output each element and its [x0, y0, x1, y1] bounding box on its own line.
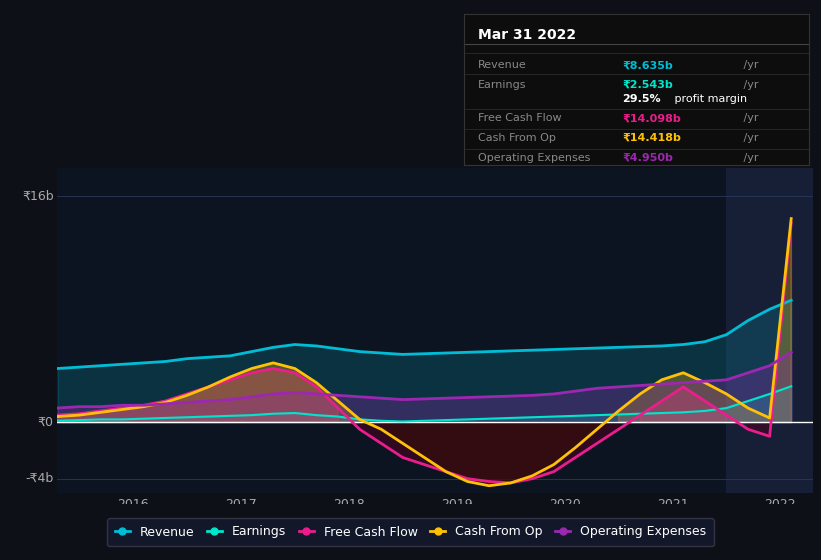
Text: /yr: /yr	[740, 113, 759, 123]
Text: Earnings: Earnings	[478, 80, 526, 90]
Text: ₹4.950b: ₹4.950b	[622, 153, 673, 162]
Text: Cash From Op: Cash From Op	[478, 133, 556, 143]
Bar	[727, 168, 813, 493]
Text: ₹14.418b: ₹14.418b	[622, 133, 681, 143]
Text: ₹8.635b: ₹8.635b	[622, 60, 673, 71]
Text: /yr: /yr	[740, 60, 759, 71]
Text: -₹4b: -₹4b	[25, 472, 53, 485]
Text: ₹14.098b: ₹14.098b	[622, 113, 681, 123]
Text: /yr: /yr	[740, 133, 759, 143]
Text: /yr: /yr	[740, 153, 759, 162]
Text: ₹2.543b: ₹2.543b	[622, 80, 673, 90]
Text: 29.5%: 29.5%	[622, 94, 661, 104]
Text: Mar 31 2022: Mar 31 2022	[478, 27, 576, 41]
Text: ₹0: ₹0	[38, 416, 53, 429]
Text: profit margin: profit margin	[671, 94, 747, 104]
Text: Revenue: Revenue	[478, 60, 526, 71]
Text: /yr: /yr	[740, 80, 759, 90]
Text: ₹16b: ₹16b	[22, 190, 53, 203]
Text: Free Cash Flow: Free Cash Flow	[478, 113, 562, 123]
Legend: Revenue, Earnings, Free Cash Flow, Cash From Op, Operating Expenses: Revenue, Earnings, Free Cash Flow, Cash …	[108, 518, 713, 546]
Text: Operating Expenses: Operating Expenses	[478, 153, 590, 162]
